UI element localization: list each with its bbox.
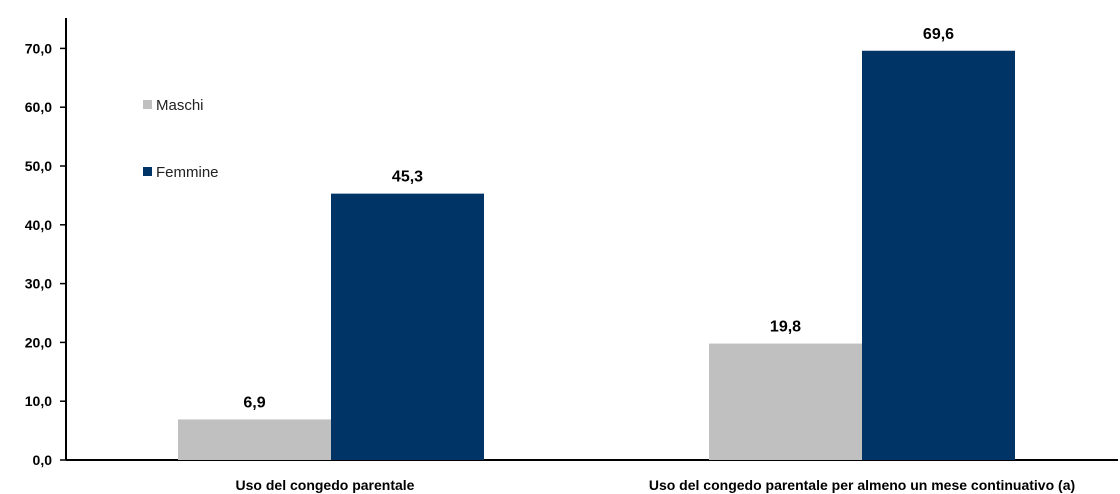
data-label-maschi-2: 19,8 (770, 319, 801, 336)
data-labels: 6,9 45,3 19,8 69,6 (243, 26, 954, 412)
category-label-2: Uso del congedo parentale per almeno un … (649, 477, 1075, 493)
data-label-femmine-2: 69,6 (923, 26, 954, 43)
bar-maschi-2 (709, 343, 862, 460)
legend-swatch-maschi (143, 100, 152, 109)
data-label-maschi-1: 6,9 (243, 394, 265, 411)
y-tick-label: 10,0 (25, 393, 52, 409)
y-tick-label: 40,0 (25, 217, 52, 233)
legend: Maschi Femmine (143, 97, 219, 181)
y-tick-label: 0,0 (33, 452, 53, 468)
y-tick-label: 50,0 (25, 158, 52, 174)
y-tick-label: 30,0 (25, 276, 52, 292)
bar-femmine-1 (331, 193, 484, 461)
legend-label-femmine: Femmine (156, 164, 219, 181)
y-tick-label: 70,0 (25, 40, 52, 56)
y-tick-label: 60,0 (25, 99, 52, 115)
data-label-femmine-1: 45,3 (392, 169, 423, 186)
y-ticks: 0,0 10,0 20,0 30,0 40,0 50,0 60,0 70,0 (25, 40, 66, 468)
legend-label-maschi: Maschi (156, 97, 204, 114)
category-label-1: Uso del congedo parentale (236, 477, 415, 493)
bar-femmine-2 (862, 50, 1015, 460)
legend-swatch-femmine (143, 167, 152, 176)
bars (178, 50, 1015, 461)
y-tick-label: 20,0 (25, 334, 52, 350)
bar-maschi-1 (178, 419, 331, 460)
